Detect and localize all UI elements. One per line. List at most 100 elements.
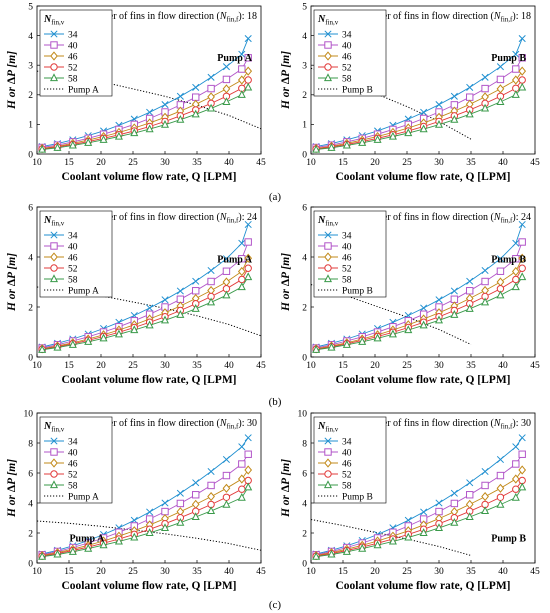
data-point-34: [192, 479, 200, 487]
data-point-58: [358, 337, 367, 345]
fins-note: Number of fins in flow direction (Nfin,f…: [358, 212, 531, 225]
data-point-34: [496, 455, 504, 464]
y-tick-label: 3: [302, 62, 307, 72]
data-point-46: [518, 465, 527, 475]
y-tick-label: 4: [302, 499, 307, 509]
x-tick-label: 10: [32, 361, 42, 371]
data-point-34: [244, 220, 252, 229]
data-point-52: [244, 76, 252, 84]
legend-label-pump: Pump A: [68, 492, 99, 502]
legend-title: Nfin,v: [43, 215, 65, 228]
data-point-58: [130, 325, 139, 334]
data-point-58: [68, 547, 77, 555]
legend-marker-46: [50, 458, 58, 468]
data-point-34: [512, 50, 520, 58]
x-tick-label: 35: [192, 158, 202, 168]
data-point-34: [450, 287, 458, 295]
data-point-58: [450, 517, 459, 526]
data-point-58: [388, 329, 397, 338]
plot-frame: [310, 5, 536, 155]
data-point-34: [207, 266, 215, 275]
x-axis-label: Coolant volume flow rate, Q [LPM]: [335, 171, 510, 183]
data-point-58: [327, 549, 336, 558]
data-point-58: [145, 528, 154, 536]
data-point-34: [176, 287, 184, 295]
data-point-34: [481, 467, 489, 476]
data-point-58: [358, 138, 367, 146]
legend-label-58: 58: [68, 481, 78, 491]
data-point-34: [222, 455, 230, 464]
data-point-58: [373, 540, 382, 549]
data-point-58: [496, 290, 505, 299]
data-point-34: [496, 63, 504, 71]
data-point-40: [222, 471, 231, 480]
data-point-34: [518, 434, 526, 442]
data-point-34: [481, 266, 489, 275]
data-point-58: [130, 128, 139, 137]
data-point-34: [512, 239, 520, 247]
data-point-46: [511, 266, 520, 277]
data-point-58: [68, 140, 77, 149]
data-point-58: [176, 114, 185, 123]
legend-marker-40: [324, 242, 332, 250]
y-tick-label: 10: [298, 409, 308, 419]
legend-marker-46: [50, 252, 58, 262]
data-point-58: [373, 135, 382, 143]
data-point-58: [53, 342, 62, 351]
data-point-58: [99, 540, 108, 549]
pump-curve-line: [36, 70, 262, 130]
fins-note: Number of fins in flow direction (Nfin,f…: [84, 212, 257, 225]
legend-title: Nfin,v: [43, 421, 65, 434]
legend-label-pump: Pump A: [68, 286, 99, 296]
data-point-34: [222, 63, 230, 71]
data-point-34: [420, 304, 428, 312]
data-point-58: [511, 90, 520, 98]
legend-label-40: 40: [68, 448, 78, 458]
data-point-34: [496, 255, 504, 263]
data-point-46: [222, 84, 231, 94]
legend-label-46: 46: [342, 459, 352, 469]
data-point-58: [518, 82, 527, 91]
legend-marker-52: [324, 470, 332, 478]
legend-label-58: 58: [68, 275, 78, 285]
x-tick-label: 30: [160, 158, 170, 168]
x-tick-label: 25: [402, 158, 412, 168]
data-point-52: [244, 264, 252, 272]
legend-label-pump: Pump B: [342, 85, 373, 95]
data-point-46: [511, 474, 520, 484]
data-point-58: [496, 499, 505, 508]
y-tick-label: 0: [302, 353, 307, 363]
data-point-40: [481, 481, 489, 490]
x-tick-label: 25: [402, 361, 412, 371]
y-tick-label: 2: [28, 303, 33, 313]
legend-label-pump: Pump A: [68, 85, 99, 95]
data-point-58: [191, 109, 200, 118]
data-point-34: [161, 101, 169, 109]
legend-title: Nfin,v: [317, 421, 339, 434]
legend-label-52: 52: [68, 264, 78, 274]
y-tick-label: 2: [28, 529, 33, 539]
data-point-40: [192, 287, 200, 295]
legend-marker-46: [324, 252, 332, 262]
data-point-58: [160, 120, 170, 128]
y-tick-label: 0: [28, 353, 33, 363]
x-tick-label: 25: [128, 567, 138, 577]
data-point-34: [146, 304, 154, 312]
legend-label-46: 46: [68, 52, 78, 62]
legend-marker-46: [324, 458, 332, 468]
data-point-34: [146, 508, 154, 516]
data-point-40: [496, 75, 505, 84]
data-point-58: [312, 552, 321, 560]
legend-marker-58: [49, 480, 59, 489]
y-tick-label: 0: [302, 559, 307, 569]
data-point-58: [450, 310, 459, 318]
legend-label-46: 46: [68, 253, 78, 263]
y-tick-label: 2: [302, 529, 307, 539]
x-tick-label: 35: [192, 361, 202, 371]
data-point-58: [342, 547, 351, 555]
legend-label-52: 52: [68, 63, 78, 73]
